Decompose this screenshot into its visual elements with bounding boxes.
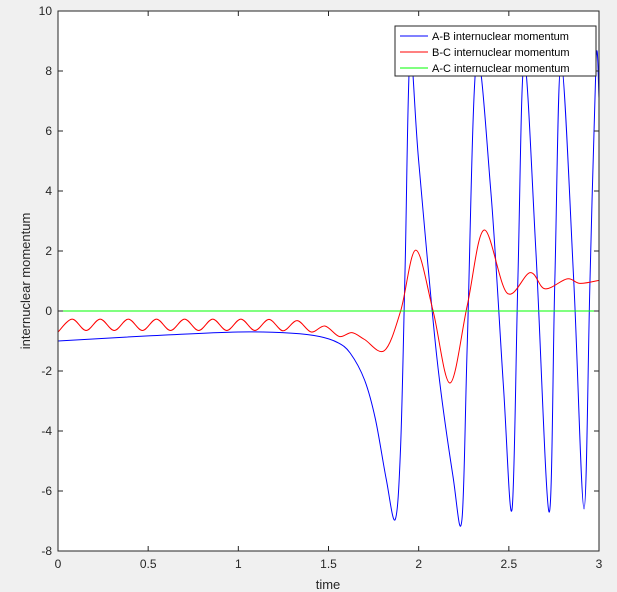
series-line-1 [58,229,599,384]
x-tick-label: 1.5 [320,557,337,571]
y-tick-label: 4 [45,184,52,198]
legend-label: B-C internuclear momentum [432,47,570,59]
legend-label: A-C internuclear momentum [432,63,570,75]
x-tick-label: 1 [235,557,242,571]
x-tick-label: 2 [415,557,422,571]
legend: A-B internuclear momentum B-C internuclea… [394,25,597,77]
legend-label: A-B internuclear momentum [432,31,569,43]
x-axis-label: time [316,577,341,592]
y-tick-label: -2 [41,364,52,378]
y-tick-label: -6 [41,484,52,498]
plot-area [58,11,599,551]
y-tick-label: -8 [41,544,52,558]
y-axis-label: internuclear momentum [18,213,33,350]
x-tick-label: 0 [55,557,62,571]
axis-ticks: 0 0.5 1 1.5 2 2.5 3 -8 -6 -4 -2 0 2 4 6 8 10 [39,4,603,571]
y-tick-label: -4 [41,424,52,438]
y-tick-label: 8 [45,64,52,78]
x-tick-label: 2.5 [500,557,517,571]
legend-box [394,25,597,77]
y-tick-label: 2 [45,244,52,258]
x-tick-label: 3 [596,557,603,571]
y-tick-label: 6 [45,124,52,138]
y-tick-label: 10 [39,4,53,18]
y-tick-label: 0 [45,304,52,318]
x-tick-label: 0.5 [140,557,157,571]
